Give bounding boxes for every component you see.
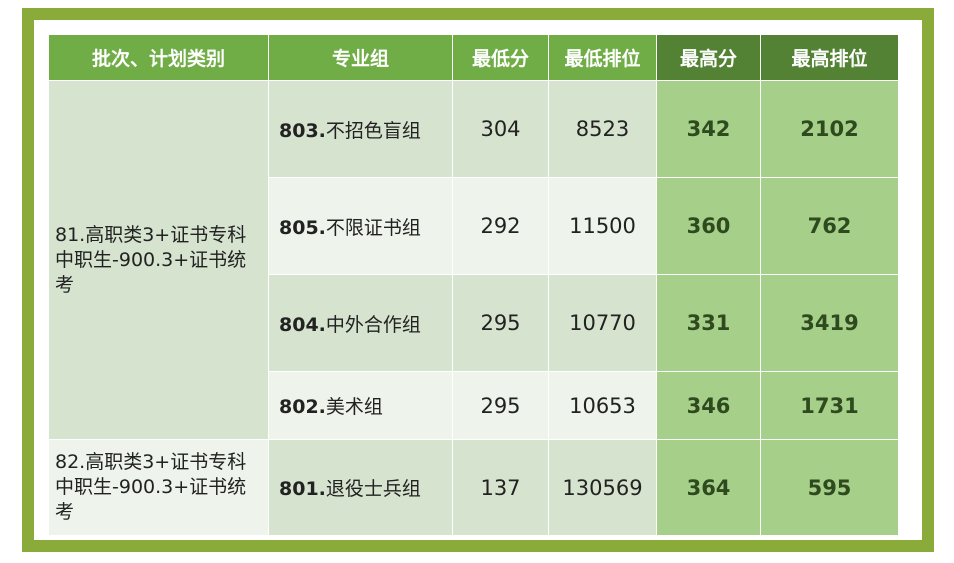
header-min-rank: 最低排位 [548,34,657,81]
group-name: 退役士兵组 [325,478,421,500]
table-frame: 批次、计划类别 专业组 最低分 最低排位 最高分 最高排位 81.高职类3+证书… [22,8,934,552]
min-rank-cell: 8523 [548,80,657,178]
header-max-rank: 最高排位 [760,34,899,81]
batch-cell: 82.高职类3+证书专科中职生-900.3+证书统考 [48,439,269,536]
table-row: 81.高职类3+证书专科中职生-900.3+证书统考 803.不招色盲组 304… [48,80,899,440]
group-code: 803. [279,119,326,142]
group-name: 美术组 [325,396,383,418]
min-rank-cell: 130569 [548,439,657,536]
min-score-cell: 295 [452,371,549,440]
max-score-cell: 346 [656,371,761,440]
max-rank-cell: 3419 [760,274,899,372]
group-cell: 805.不限证书组 [268,177,453,275]
max-score-cell: 364 [656,439,761,536]
group-name: 不限证书组 [325,216,421,239]
group-code: 805. [279,216,326,239]
header-batch: 批次、计划类别 [48,34,269,81]
min-score-cell: 304 [452,80,549,178]
max-rank-cell: 595 [760,439,899,536]
max-rank-cell: 762 [760,177,899,275]
group-cell: 804.中外合作组 [268,274,453,372]
min-rank-cell: 11500 [548,177,657,275]
table-row: 82.高职类3+证书专科中职生-900.3+证书统考 801.退役士兵组 137… [48,439,899,536]
header-min-score: 最低分 [452,34,549,81]
group-code: 804. [279,313,326,336]
min-score-cell: 137 [452,439,549,536]
group-cell: 801.退役士兵组 [268,439,453,536]
min-score-cell: 292 [452,177,549,275]
table-row: 804.中外合作组 295 10770 331 3419 [49,274,899,372]
group-code: 801. [279,478,326,500]
max-rank-cell: 2102 [760,80,899,178]
group-code: 802. [279,396,326,418]
header-row: 批次、计划类别 专业组 最低分 最低排位 最高分 最高排位 [48,34,899,81]
table-row: 805.不限证书组 292 11500 360 762 [49,177,899,275]
group-cell: 802.美术组 [268,371,453,440]
header-group: 专业组 [268,34,453,81]
group-name: 不招色盲组 [325,119,421,142]
group-cell: 803.不招色盲组 [268,80,453,178]
header-max-score: 最高分 [656,34,761,81]
max-score-cell: 360 [656,177,761,275]
min-rank-cell: 10770 [548,274,657,372]
max-rank-cell: 1731 [760,371,899,440]
batch-cell: 81.高职类3+证书专科中职生-900.3+证书统考 [48,80,269,440]
max-score-cell: 331 [656,274,761,372]
max-score-cell: 342 [656,80,761,178]
table-row: 802.美术组 295 10653 346 1731 [49,371,899,440]
min-rank-cell: 10653 [548,371,657,440]
admission-table: 批次、计划类别 专业组 最低分 最低排位 最高分 最高排位 81.高职类3+证书… [48,34,899,536]
group-name: 中外合作组 [325,313,421,336]
min-score-cell: 295 [452,274,549,372]
